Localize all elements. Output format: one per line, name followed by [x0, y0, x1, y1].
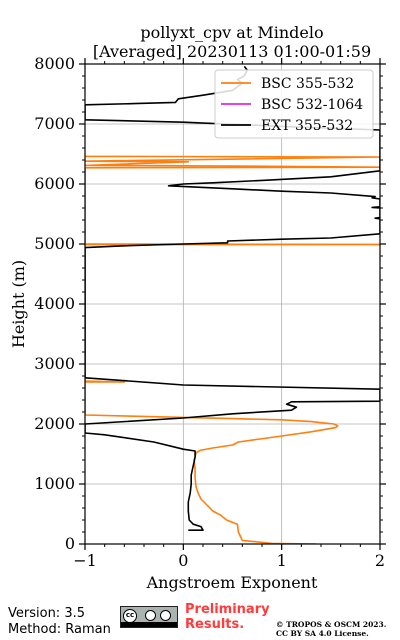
y-tick-label: 4000 — [34, 294, 75, 313]
legend-label: BSC 532-1064 — [261, 97, 363, 113]
copyright-line-2: CC BY SA 4.0 License. — [276, 629, 369, 638]
legend: BSC 355-532 BSC 532-1064 EXT 355-532 — [214, 69, 374, 139]
y-tick-label: 0 — [65, 534, 75, 553]
badge-strip — [121, 622, 177, 627]
preliminary-label: Preliminary — [185, 602, 270, 617]
y-tick-label: 8000 — [34, 54, 75, 73]
y-axis-label: Height (m) — [9, 260, 28, 348]
y-tick-label: 3000 — [34, 354, 75, 373]
series-layer — [85, 65, 380, 544]
series-line-bsc-355-532 — [85, 155, 380, 544]
results-label: Results. — [185, 617, 245, 632]
version-text: Version: 3.5 — [8, 606, 85, 621]
method-text: Method: Raman — [8, 622, 111, 637]
y-tick-label: 2000 — [34, 414, 75, 433]
cc-logo-icon: cc — [123, 609, 137, 623]
copyright-line-1: © TROPOS & OSCM 2023. — [276, 620, 387, 629]
x-tick-label: −1 — [73, 551, 97, 570]
chart-title: pollyxt_cpv at Mindelo — [140, 23, 323, 42]
legend-label: EXT 355-532 — [261, 118, 353, 134]
x-tick-label: 1 — [277, 551, 287, 570]
attribution-icon — [145, 610, 156, 621]
chart-subtitle: [Averaged] 20230113 01:00-01:59 — [93, 42, 371, 61]
legend-label: BSC 355-532 — [261, 76, 354, 92]
y-tick-label: 6000 — [34, 174, 75, 193]
series-line-ext-355-532 — [85, 65, 380, 531]
x-tick-label: 2 — [375, 551, 385, 570]
y-tick-label: 5000 — [34, 234, 75, 253]
cc-by-sa-badge: cc — [120, 606, 178, 628]
x-axis-label: Angstroem Exponent — [146, 573, 318, 592]
share-alike-icon — [160, 610, 171, 621]
x-tick-label: 0 — [178, 551, 188, 570]
y-tick-label: 7000 — [34, 114, 75, 133]
legend-frame — [214, 69, 374, 139]
y-tick-label: 1000 — [34, 474, 75, 493]
